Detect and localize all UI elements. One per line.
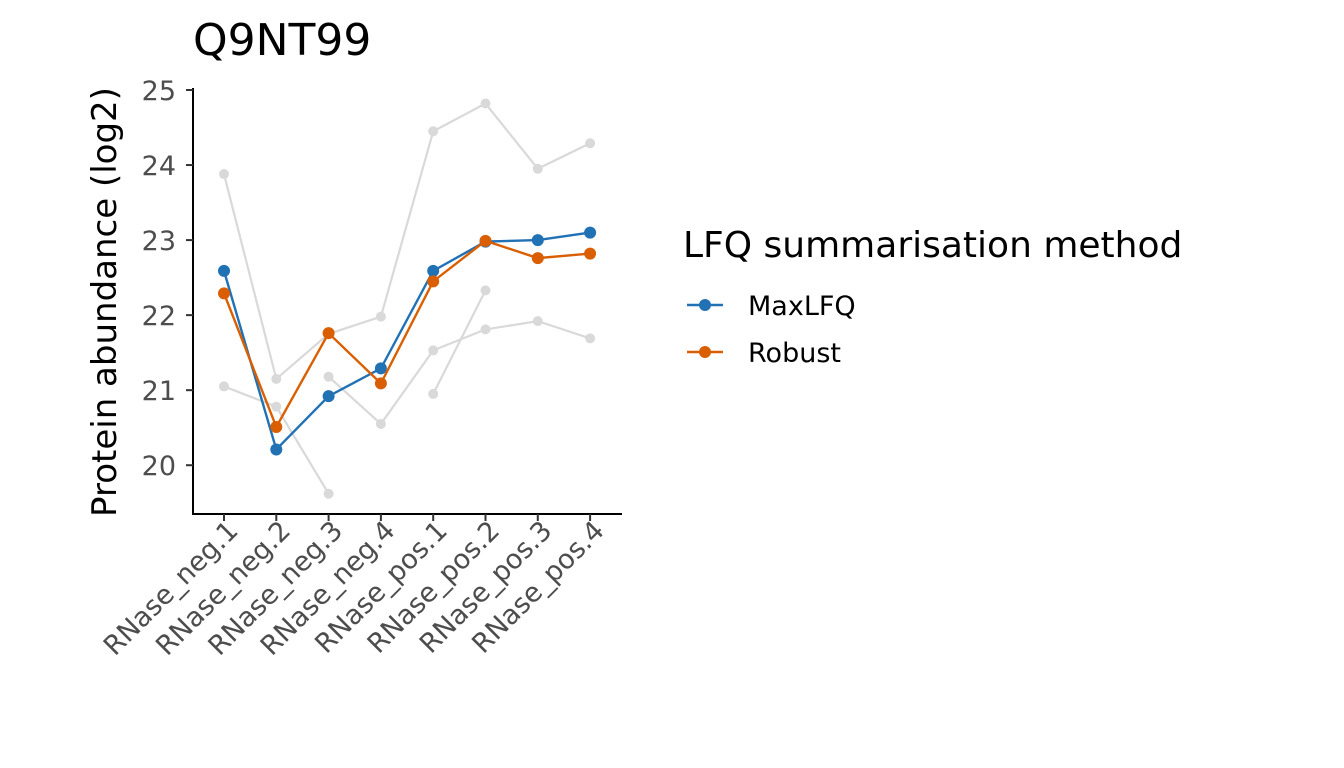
series-robust-point bbox=[374, 377, 387, 390]
series-layer bbox=[218, 226, 597, 456]
background-series-1-point bbox=[585, 138, 596, 149]
series-maxlfq-point bbox=[218, 264, 230, 277]
legend-label: MaxLFQ bbox=[748, 291, 856, 322]
background-series-3-point bbox=[428, 345, 439, 356]
background-series-1-point bbox=[480, 98, 491, 109]
background-series-1-point bbox=[428, 126, 439, 137]
series-maxlfq-line bbox=[222, 231, 591, 452]
background-series-1-point bbox=[219, 169, 229, 180]
background-series-3-point bbox=[585, 333, 596, 344]
background-series-1-point bbox=[271, 373, 282, 384]
series-maxlfq-point bbox=[531, 234, 544, 247]
series-robust-point bbox=[270, 420, 283, 433]
background-series-1-point bbox=[375, 311, 386, 322]
legend: LFQ summarisation method MaxLFQ Robust bbox=[683, 225, 1182, 369]
series-robust-line bbox=[222, 239, 591, 430]
background-series-layer bbox=[219, 98, 596, 499]
legend-label: Robust bbox=[748, 338, 841, 369]
x-ticks: RNase_neg.1RNase_neg.2RNase_neg.3RNase_n… bbox=[98, 514, 611, 662]
background-series-2-point bbox=[323, 488, 334, 499]
series-maxlfq-point bbox=[322, 390, 335, 403]
legend-key-point bbox=[699, 346, 711, 358]
background-series-3-line bbox=[327, 320, 591, 426]
y-tick-label: 23 bbox=[142, 226, 176, 257]
background-series-3-point bbox=[323, 371, 334, 382]
series-robust-point bbox=[322, 327, 335, 340]
chart-title: Q9NT99 bbox=[193, 15, 371, 66]
series-robust-point bbox=[531, 252, 544, 265]
y-tick-label: 24 bbox=[142, 151, 176, 182]
series-robust-point bbox=[427, 275, 440, 288]
background-series-1-line bbox=[222, 102, 591, 381]
background-series-2-point bbox=[271, 401, 282, 412]
y-tick-label: 20 bbox=[142, 451, 176, 482]
series-maxlfq-point bbox=[427, 264, 440, 277]
legend-title: LFQ summarisation method bbox=[683, 225, 1182, 266]
y-tick-label: 22 bbox=[142, 301, 176, 332]
y-tick-label: 21 bbox=[142, 376, 176, 407]
series-robust-point bbox=[218, 287, 230, 300]
background-series-1-point bbox=[532, 163, 543, 174]
series-maxlfq-point bbox=[374, 362, 387, 375]
legend-key-point bbox=[699, 299, 711, 311]
series-maxlfq-point bbox=[270, 443, 283, 456]
series-robust-point bbox=[584, 247, 597, 260]
y-ticks: 20 21 22 23 24 25 bbox=[142, 76, 193, 482]
y-axis-title: Protein abundance (log2) bbox=[85, 87, 125, 517]
background-series-3-point bbox=[532, 316, 543, 327]
series-maxlfq-point bbox=[584, 226, 597, 239]
background-series-2-point bbox=[480, 285, 491, 296]
series-robust-point bbox=[479, 234, 492, 247]
y-tick-label: 25 bbox=[142, 76, 176, 107]
background-series-2-point bbox=[219, 381, 229, 392]
background-series-3-point bbox=[375, 418, 386, 429]
background-series-2-point bbox=[428, 388, 439, 399]
background-series-3-point bbox=[480, 324, 491, 335]
